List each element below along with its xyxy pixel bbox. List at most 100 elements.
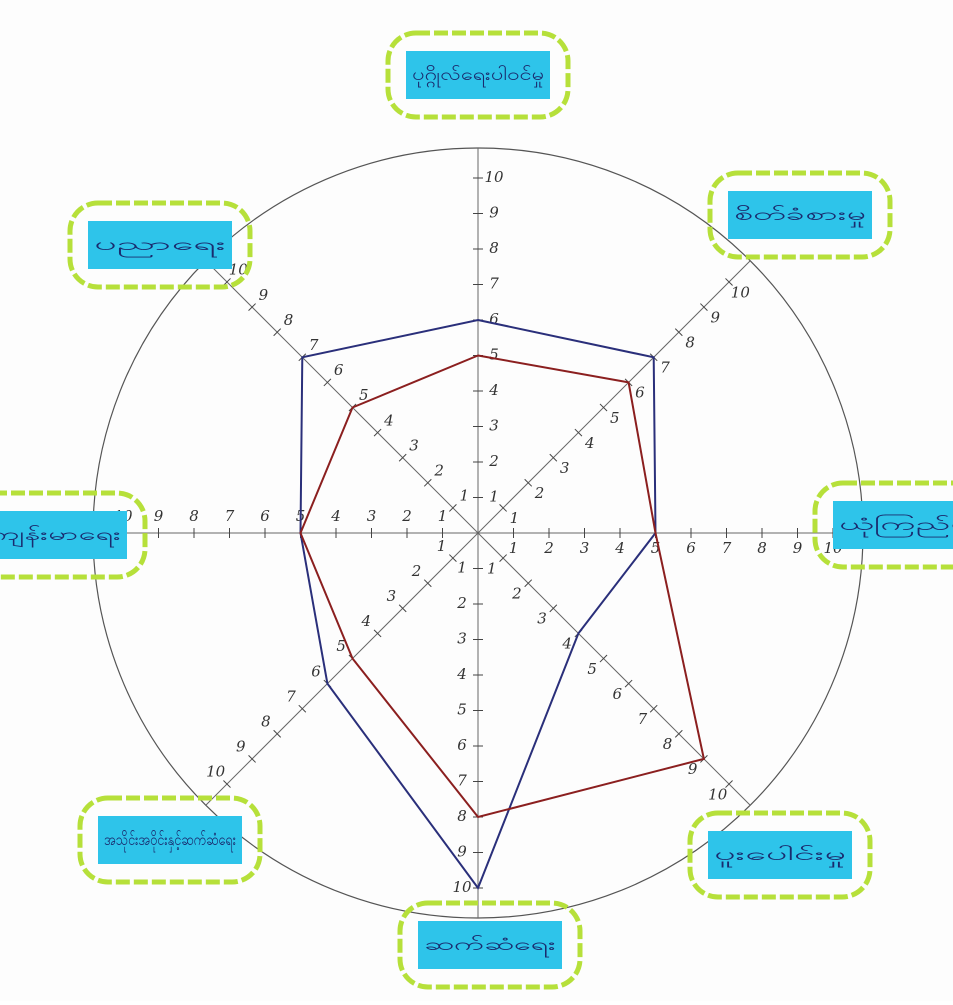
tick-label: 8 (457, 807, 467, 825)
label-background (833, 501, 953, 549)
tick-label: 4 (456, 665, 467, 683)
tick-label: 7 (225, 507, 235, 525)
tick-label: 9 (489, 204, 499, 222)
tick-label: 9 (793, 539, 803, 557)
tick-label: 8 (261, 713, 271, 731)
tick-label: 10 (484, 168, 504, 186)
tick-label: 8 (489, 239, 499, 257)
tick-mark (649, 704, 658, 713)
tick-label: 9 (688, 760, 698, 778)
label-background (0, 511, 127, 559)
series-line (299, 318, 657, 891)
label-border (687, 810, 873, 900)
axis-label-box: အသိုင်းအဝိုင်းနှင့်ဆက်ဆံရေး (77, 795, 263, 885)
tick-mark (398, 453, 407, 462)
axis-label: ပုဂ္ဂိုလ်ရေးပါဝင်မှု (412, 64, 544, 88)
axis-label-box: ပူးပေါင်းမှု (687, 810, 873, 900)
label-border (812, 480, 953, 570)
tick-label: 3 (489, 417, 499, 435)
axis-label: ကျန်းမာရေး (0, 525, 121, 548)
label-background (728, 191, 872, 239)
tick-label: 3 (560, 459, 570, 477)
tick-label: 7 (457, 772, 467, 790)
tick-mark (599, 654, 608, 663)
tick-mark (423, 478, 432, 487)
tick-mark (298, 704, 307, 713)
axis-label: အသိုင်းအဝိုင်းနှင့်ဆက်ဆံရေး (104, 830, 236, 853)
tick-label: 5 (359, 386, 369, 404)
tick-label: 6 (686, 539, 696, 557)
tick-label: 2 (543, 539, 554, 557)
label-background (98, 816, 242, 864)
axis-line (477, 260, 751, 534)
tick-label: 6 (457, 736, 467, 754)
tick-mark (323, 378, 332, 387)
tick-label: 4 (330, 507, 341, 525)
label-border (397, 900, 583, 990)
tick-mark (223, 278, 231, 286)
tick-label: 9 (457, 843, 467, 861)
tick-label: 9 (236, 738, 246, 756)
axis-line (205, 532, 479, 806)
tick-label: 3 (387, 587, 397, 605)
tick-label: 10 (229, 261, 249, 279)
axis-label: ပူးပေါင်းမှု (714, 844, 846, 868)
axis-label-box: ပုဂ္ဂိုလ်ရေးပါဝင်မှု (385, 30, 571, 120)
axis-label: ဆက်ဆံရေး (424, 935, 556, 958)
tick-label: 3 (409, 436, 419, 454)
tick-mark (700, 303, 708, 311)
tick-label: 10 (206, 763, 226, 781)
tick-label: 1 (487, 559, 497, 577)
tick-label: 10 (452, 878, 472, 896)
tick-mark (599, 403, 608, 412)
tick-label: 1 (510, 509, 520, 527)
tick-label: 7 (660, 359, 670, 377)
axis-label: ယုံကြည်မှု (839, 513, 953, 538)
tick-mark (273, 729, 282, 738)
tick-label: 4 (584, 434, 595, 452)
tick-label: 4 (561, 635, 572, 653)
tick-mark (423, 579, 432, 588)
axis-label: စိတ်ခံစားမှု (734, 205, 866, 228)
tick-label: 4 (614, 539, 625, 557)
tick-label: 6 (260, 507, 270, 525)
tick-label: 6 (613, 685, 623, 703)
tick-label: 9 (710, 308, 720, 326)
tick-mark (223, 780, 231, 788)
tick-label: 4 (383, 411, 394, 429)
label-background (406, 51, 550, 99)
tick-mark (725, 278, 733, 286)
label-background (708, 831, 852, 879)
tick-label: 9 (259, 286, 269, 304)
tick-label: 3 (457, 630, 467, 648)
tick-label: 1 (509, 539, 519, 557)
tick-mark (725, 780, 733, 788)
tick-label: 3 (367, 507, 377, 525)
tick-label: 9 (154, 507, 164, 525)
tick-label: 8 (685, 333, 695, 351)
tick-label: 6 (635, 384, 645, 402)
tick-label: 2 (401, 507, 412, 525)
tick-label: 5 (457, 701, 467, 719)
tick-mark (574, 428, 583, 437)
tick-label: 8 (189, 507, 199, 525)
tick-label: 8 (284, 311, 294, 329)
tick-label: 5 (651, 539, 661, 557)
label-border (67, 200, 253, 290)
tick-label: 7 (489, 275, 499, 293)
tick-mark (624, 679, 633, 688)
tick-mark (248, 303, 256, 311)
tick-label: 2 (456, 594, 467, 612)
tick-mark (398, 604, 407, 613)
axis-line (477, 532, 751, 806)
label-background (88, 221, 232, 269)
tick-label: 5 (489, 346, 499, 364)
tick-label: 5 (336, 637, 346, 655)
label-border (0, 490, 148, 580)
label-border (77, 795, 263, 885)
tick-label: 6 (334, 361, 344, 379)
tick-mark (549, 453, 558, 462)
label-background (418, 921, 562, 969)
tick-mark (449, 504, 457, 512)
